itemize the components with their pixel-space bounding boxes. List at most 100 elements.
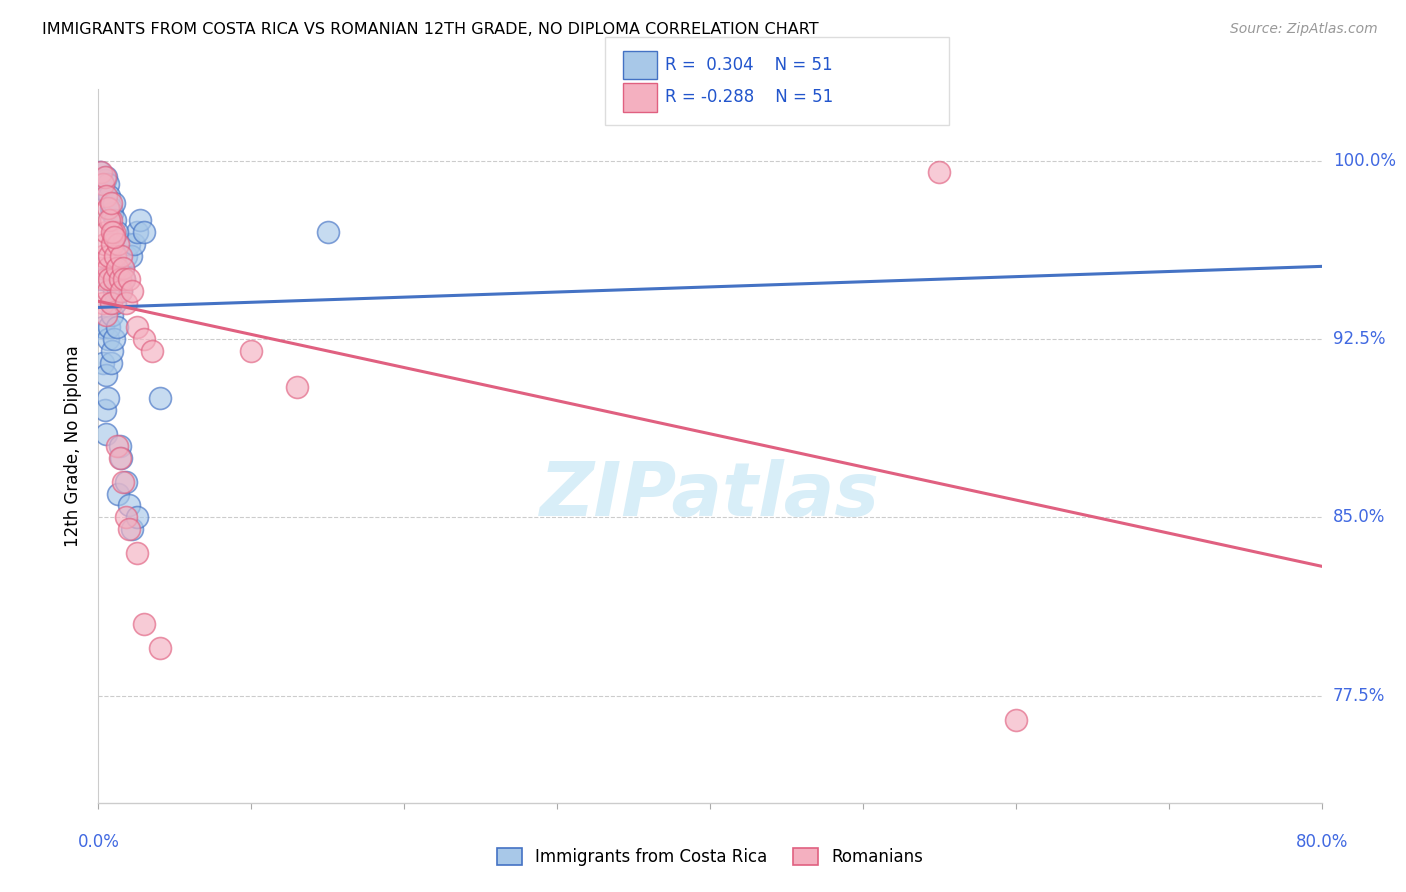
Point <box>98 189 121 203</box>
Point <box>100 201 122 215</box>
Point <box>110 285 132 299</box>
Point <box>98 213 121 227</box>
Point <box>94 170 117 185</box>
Point <box>105 260 128 275</box>
Point <box>122 236 145 251</box>
Point <box>100 356 122 370</box>
Point <box>107 486 129 500</box>
Point <box>108 272 131 286</box>
Point <box>115 475 138 489</box>
Point <box>97 201 120 215</box>
Point <box>104 213 127 227</box>
Text: R =  0.304    N = 51: R = 0.304 N = 51 <box>665 56 832 74</box>
Text: IMMIGRANTS FROM COSTA RICA VS ROMANIAN 12TH GRADE, NO DIPLOMA CORRELATION CHART: IMMIGRANTS FROM COSTA RICA VS ROMANIAN 1… <box>42 22 818 37</box>
Point <box>111 475 134 489</box>
Point <box>98 249 121 263</box>
Text: 100.0%: 100.0% <box>1333 152 1396 169</box>
Point <box>93 172 115 186</box>
Point <box>100 196 122 211</box>
Point <box>91 356 114 370</box>
Text: 80.0%: 80.0% <box>1295 833 1348 851</box>
Point <box>108 272 131 286</box>
Point <box>91 296 114 310</box>
Point <box>128 213 150 227</box>
Point <box>103 225 125 239</box>
Point <box>89 165 111 179</box>
Point <box>125 320 148 334</box>
Point <box>115 249 138 263</box>
Point <box>94 189 117 203</box>
Point <box>97 178 120 192</box>
Point <box>120 249 142 263</box>
Point <box>115 296 138 310</box>
Point <box>103 196 125 211</box>
Point <box>97 332 120 346</box>
Point <box>118 522 141 536</box>
Point <box>100 213 122 227</box>
Point <box>111 260 134 275</box>
Point <box>121 522 143 536</box>
Point <box>112 272 135 286</box>
Point <box>110 249 132 263</box>
Point <box>125 510 148 524</box>
Y-axis label: 12th Grade, No Diploma: 12th Grade, No Diploma <box>65 345 83 547</box>
Point <box>90 272 112 286</box>
Text: ZIPatlas: ZIPatlas <box>540 459 880 533</box>
Point <box>90 178 112 192</box>
Point <box>285 379 308 393</box>
Point <box>101 225 124 239</box>
Point <box>134 225 156 239</box>
Point <box>91 182 114 196</box>
Point <box>103 229 125 244</box>
Point <box>94 368 117 382</box>
Point <box>90 165 112 179</box>
Text: Source: ZipAtlas.com: Source: ZipAtlas.com <box>1230 22 1378 37</box>
Point <box>118 236 141 251</box>
Point <box>98 320 121 334</box>
Point <box>94 225 117 239</box>
Point <box>94 427 117 442</box>
Point <box>91 320 114 334</box>
Point <box>104 296 127 310</box>
Text: 85.0%: 85.0% <box>1333 508 1385 526</box>
Point <box>101 236 124 251</box>
Point <box>125 546 148 560</box>
Text: R = -0.288    N = 51: R = -0.288 N = 51 <box>665 88 834 106</box>
Point <box>101 343 124 358</box>
Text: 92.5%: 92.5% <box>1333 330 1385 348</box>
Point <box>100 296 122 310</box>
Point <box>104 249 127 263</box>
Point <box>90 260 112 275</box>
Point <box>93 272 115 286</box>
Point <box>97 392 120 406</box>
Text: 77.5%: 77.5% <box>1333 687 1385 705</box>
Text: 0.0%: 0.0% <box>77 833 120 851</box>
Point <box>110 285 132 299</box>
Point <box>928 165 950 179</box>
Point <box>93 170 115 185</box>
Point <box>134 332 156 346</box>
Point <box>103 332 125 346</box>
Point <box>94 308 117 322</box>
Point <box>98 272 121 286</box>
Point <box>110 450 132 465</box>
Point <box>108 450 131 465</box>
Point <box>91 178 114 192</box>
Point <box>111 260 134 275</box>
Point <box>101 308 124 322</box>
Point <box>149 392 172 406</box>
Point <box>141 343 163 358</box>
Point <box>105 320 128 334</box>
Point <box>97 260 120 275</box>
Point <box>100 296 122 310</box>
Point <box>105 439 128 453</box>
Point <box>115 510 138 524</box>
Point <box>105 272 128 286</box>
Point <box>125 225 148 239</box>
Point <box>108 439 131 453</box>
Point <box>93 403 115 417</box>
Point <box>149 641 172 656</box>
Point <box>91 249 114 263</box>
Point <box>107 236 129 251</box>
Point <box>107 285 129 299</box>
